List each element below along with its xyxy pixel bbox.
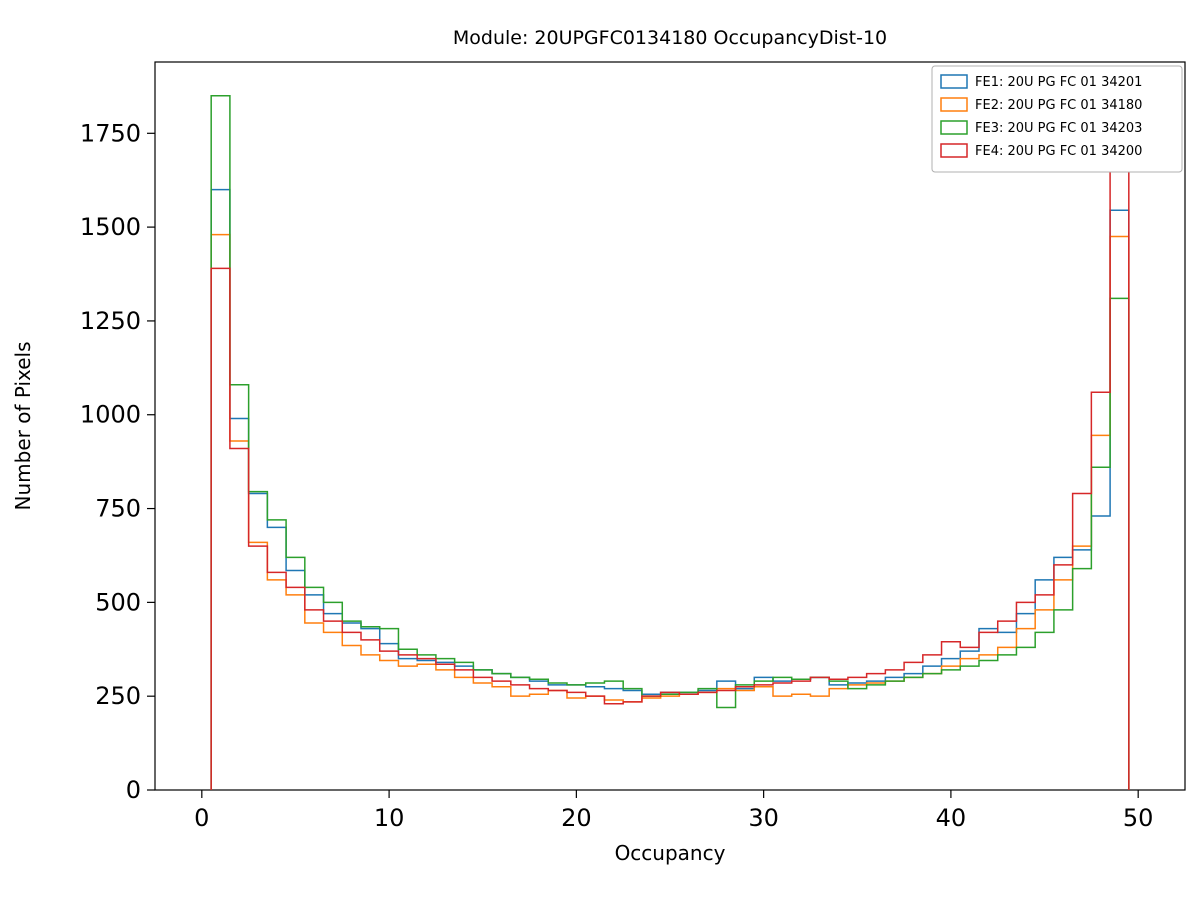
- legend-swatch: [940, 120, 968, 135]
- x-tick-label: 40: [936, 804, 967, 832]
- legend-swatch: [940, 143, 968, 158]
- x-tick-label: 50: [1123, 804, 1154, 832]
- legend-swatch: [940, 74, 968, 89]
- legend-entry-label: FE3: 20U PG FC 01 34203: [975, 121, 1142, 136]
- y-tick-label: 1000: [80, 401, 141, 429]
- series-step-line: [210, 188, 1130, 790]
- y-axis-label: Number of Pixels: [11, 341, 35, 510]
- y-tick-label: 500: [95, 588, 141, 616]
- series-step-line: [210, 121, 1130, 790]
- x-tick-label: 30: [748, 804, 779, 832]
- y-tick-label: 0: [126, 776, 141, 804]
- legend-entry-label: FE1: 20U PG FC 01 34201: [975, 75, 1142, 90]
- x-tick-label: 20: [561, 804, 592, 832]
- y-tick-label: 250: [95, 682, 141, 710]
- series-step-line: [210, 95, 1130, 790]
- legend: FE1: 20U PG FC 01 34201 FE2: 20U PG FC 01…: [931, 65, 1183, 173]
- plot-border: [154, 61, 1186, 791]
- series-lines: [210, 95, 1130, 790]
- y-tick-label: 750: [95, 495, 141, 523]
- legend-swatch: [940, 97, 968, 112]
- x-tick-label: 10: [374, 804, 405, 832]
- axes-frame: [154, 61, 1186, 791]
- x-axis-label: Occupancy: [615, 841, 726, 865]
- legend-entry-label: FE4: 20U PG FC 01 34200: [975, 144, 1142, 159]
- y-tick-label: 1250: [80, 307, 141, 335]
- y-tick-label: 1750: [80, 119, 141, 147]
- legend-entry-label: FE2: 20U PG FC 01 34180: [975, 98, 1142, 113]
- series-step-line: [210, 233, 1130, 790]
- y-tick-label: 1500: [80, 213, 141, 241]
- legend-box: [931, 65, 1183, 173]
- x-tick-label: 0: [194, 804, 209, 832]
- chart-title: Module: 20UPGFC0134180 OccupancyDist-10: [453, 27, 887, 49]
